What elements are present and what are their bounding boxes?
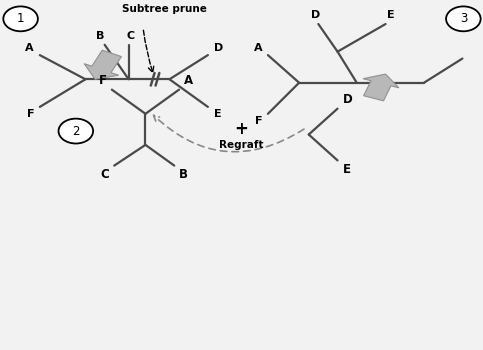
Polygon shape (363, 74, 399, 101)
Polygon shape (84, 50, 121, 79)
Text: D: D (213, 43, 223, 53)
Text: D: D (312, 10, 321, 20)
Circle shape (58, 119, 93, 144)
Text: A: A (254, 43, 262, 53)
Circle shape (3, 6, 38, 31)
Text: 2: 2 (72, 125, 80, 138)
Text: F: F (27, 108, 34, 119)
Text: Subtree prune: Subtree prune (122, 4, 207, 14)
Text: C: C (100, 168, 110, 181)
Text: C: C (127, 31, 135, 41)
Text: B: B (179, 168, 188, 181)
Text: E: E (213, 108, 221, 119)
Text: E: E (343, 163, 351, 176)
Text: E: E (386, 10, 394, 20)
Text: +: + (235, 120, 248, 138)
Text: D: D (343, 93, 353, 106)
Text: A: A (26, 43, 34, 53)
Text: B: B (96, 31, 104, 41)
Text: F: F (99, 74, 107, 87)
Text: 1: 1 (17, 12, 24, 25)
Text: 3: 3 (460, 12, 467, 25)
Circle shape (446, 6, 481, 31)
Text: A: A (184, 74, 193, 87)
Text: F: F (255, 116, 262, 126)
Text: Regraft: Regraft (219, 140, 264, 150)
